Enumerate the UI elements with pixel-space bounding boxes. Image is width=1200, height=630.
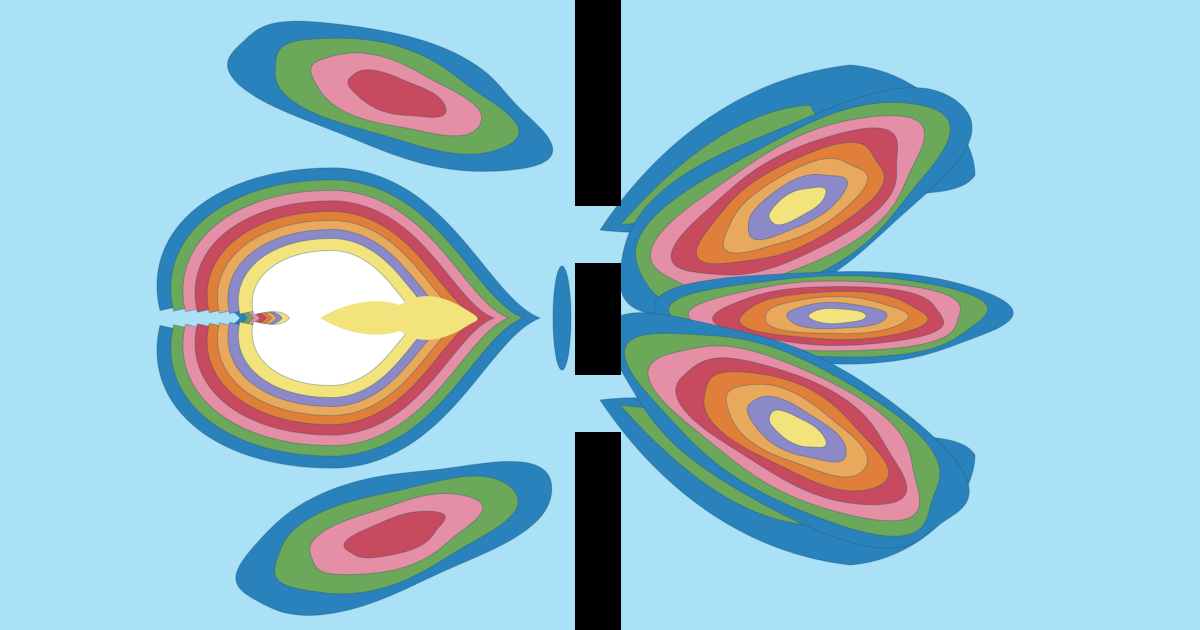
barrier-top bbox=[575, 0, 621, 206]
double-slit-barrier bbox=[575, 0, 621, 630]
upper-side-lobe-level-4 bbox=[347, 69, 447, 118]
incident-wave-contours bbox=[156, 20, 572, 616]
upper-fringe-level-8 bbox=[768, 186, 827, 226]
diffracted-wave-contours bbox=[599, 64, 1014, 566]
barrier-middle bbox=[575, 263, 621, 375]
main-lobe-inner-ridge bbox=[320, 296, 478, 340]
barrier-bottom bbox=[575, 432, 621, 630]
central-fringe-level-8 bbox=[807, 308, 867, 325]
lower-fringe-level-8 bbox=[768, 409, 827, 448]
lower-side-lobe-level-4 bbox=[343, 510, 446, 559]
narrow-slit-lobe-level-1 bbox=[552, 265, 572, 371]
